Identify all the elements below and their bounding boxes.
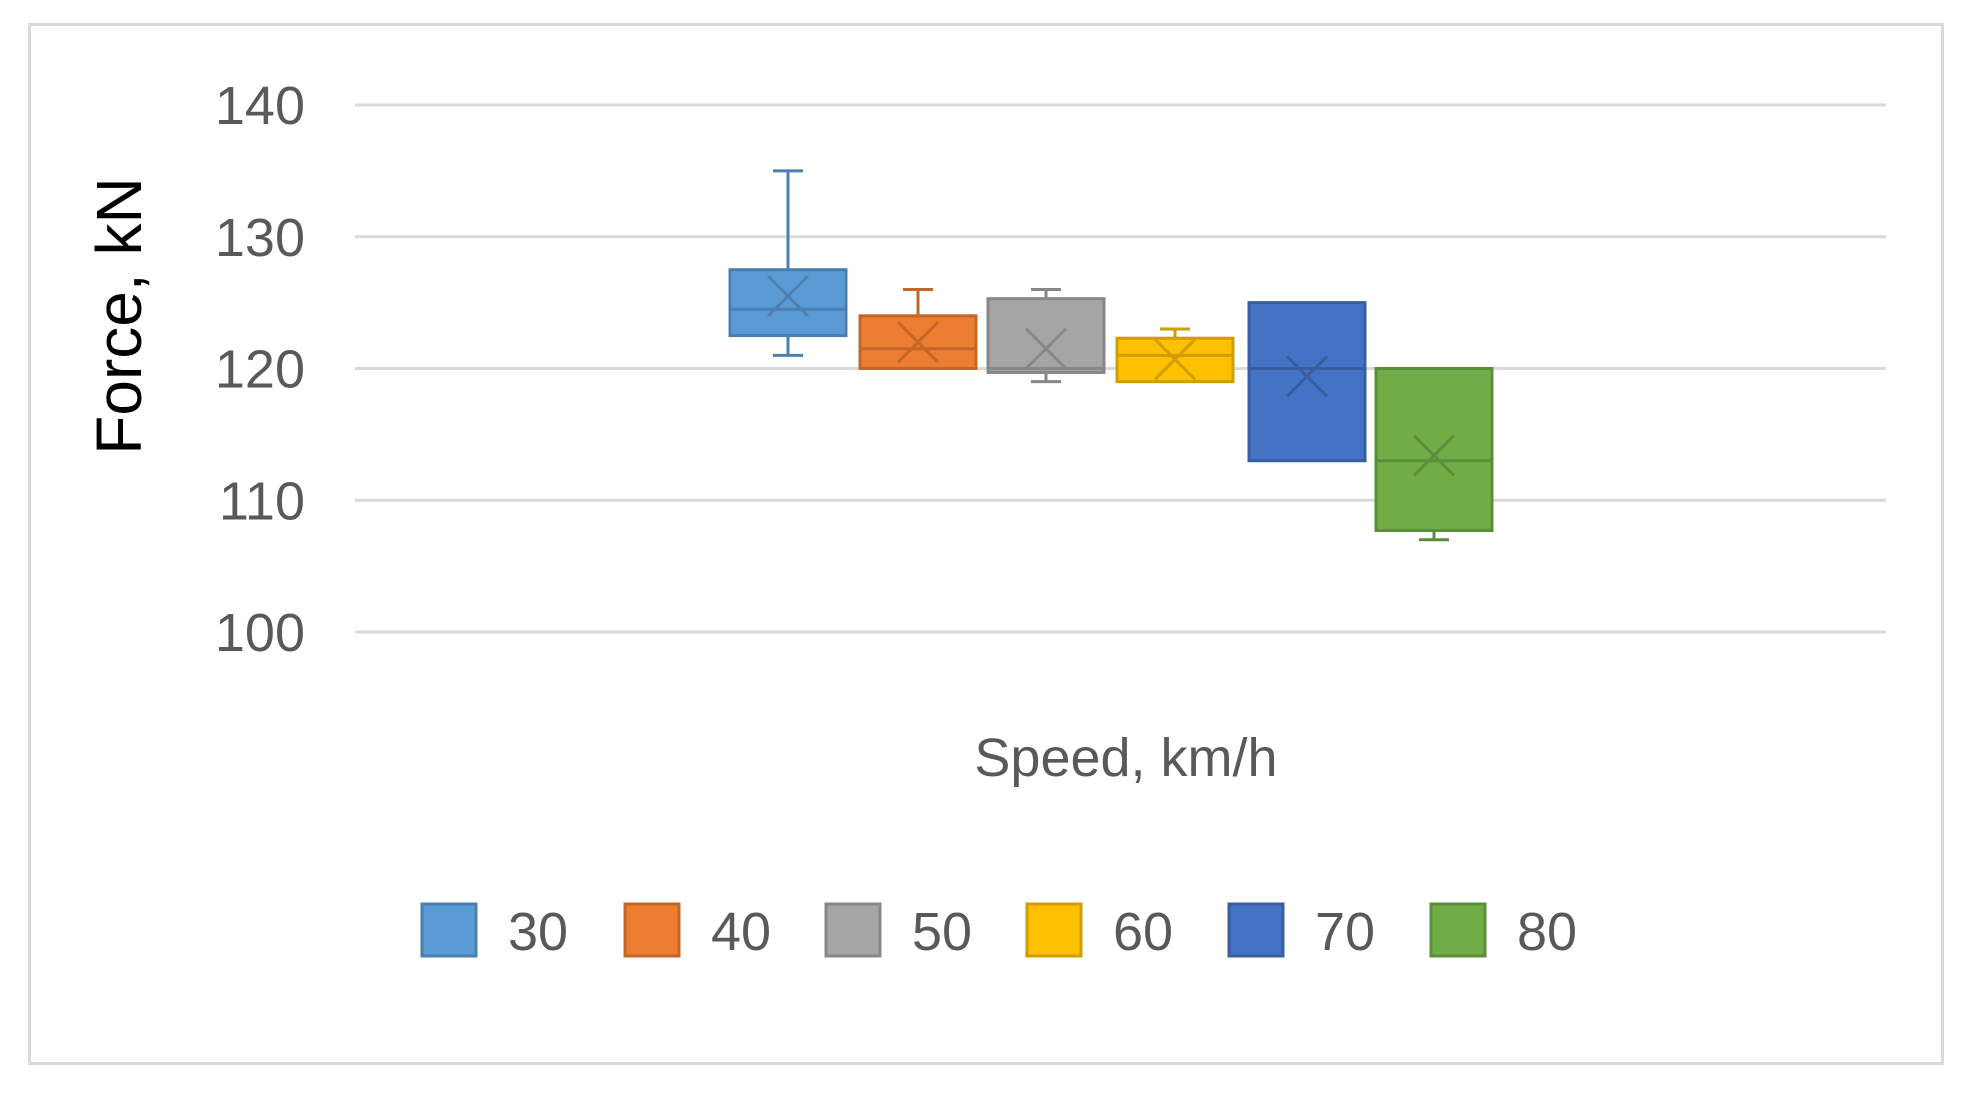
box-plot-chart: 100 110 120 130 140 Force, kN Speed, km/h 30…: [83, 76, 1886, 962]
y-tick-label: 100: [215, 603, 305, 663]
box-iqr: [1115, 336, 1235, 384]
legend-swatch: [1227, 902, 1285, 958]
box-series-30: [728, 169, 848, 357]
y-tick-label: 110: [219, 471, 305, 531]
legend-label: 60: [1113, 902, 1173, 962]
y-tick-label: 120: [215, 340, 305, 400]
box-iqr: [728, 268, 848, 338]
legend-label: 50: [912, 902, 972, 962]
y-axis-ticks: 100 110 120 130 140: [215, 76, 305, 663]
box-iqr: [1247, 301, 1367, 463]
legend-swatch: [1025, 902, 1083, 958]
box-series-50: [986, 287, 1106, 384]
legend-swatch: [824, 902, 882, 958]
box-series-80: [1374, 367, 1494, 542]
box-iqr: [986, 297, 1106, 374]
legend-label: 30: [508, 902, 568, 962]
y-axis-title: Force, kN: [83, 177, 155, 454]
legend-label: 70: [1315, 902, 1375, 962]
legend-label: 80: [1517, 902, 1577, 962]
mean-marker: [1153, 338, 1197, 381]
legend-item-50: 50: [824, 902, 972, 962]
chart-frame: 100 110 120 130 140 Force, kN Speed, km/h 30…: [28, 23, 1944, 1065]
x-axis-title: Speed, km/h: [974, 728, 1277, 788]
mean-marker: [1285, 355, 1329, 398]
legend-swatch: [1429, 902, 1487, 958]
legend: 30 40 50 60 70 80: [420, 902, 1577, 962]
legend-item-60: 60: [1025, 902, 1173, 962]
legend-item-70: 70: [1227, 902, 1375, 962]
legend-item-30: 30: [420, 902, 568, 962]
boxes: [728, 169, 1494, 542]
y-tick-label: 130: [215, 208, 305, 268]
legend-item-80: 80: [1429, 902, 1577, 962]
y-tick-label: 140: [215, 76, 305, 136]
mean-marker: [766, 274, 810, 318]
mean-marker: [1412, 434, 1456, 477]
mean-marker: [896, 321, 940, 364]
box-series-60: [1115, 327, 1235, 384]
legend-item-40: 40: [623, 902, 771, 962]
legend-label: 40: [711, 902, 771, 962]
box-series-70: [1247, 301, 1367, 463]
mean-marker: [1024, 327, 1068, 370]
box-iqr: [1374, 367, 1494, 533]
box-series-40: [858, 287, 978, 370]
legend-swatch: [623, 902, 681, 958]
legend-swatch: [420, 902, 478, 958]
